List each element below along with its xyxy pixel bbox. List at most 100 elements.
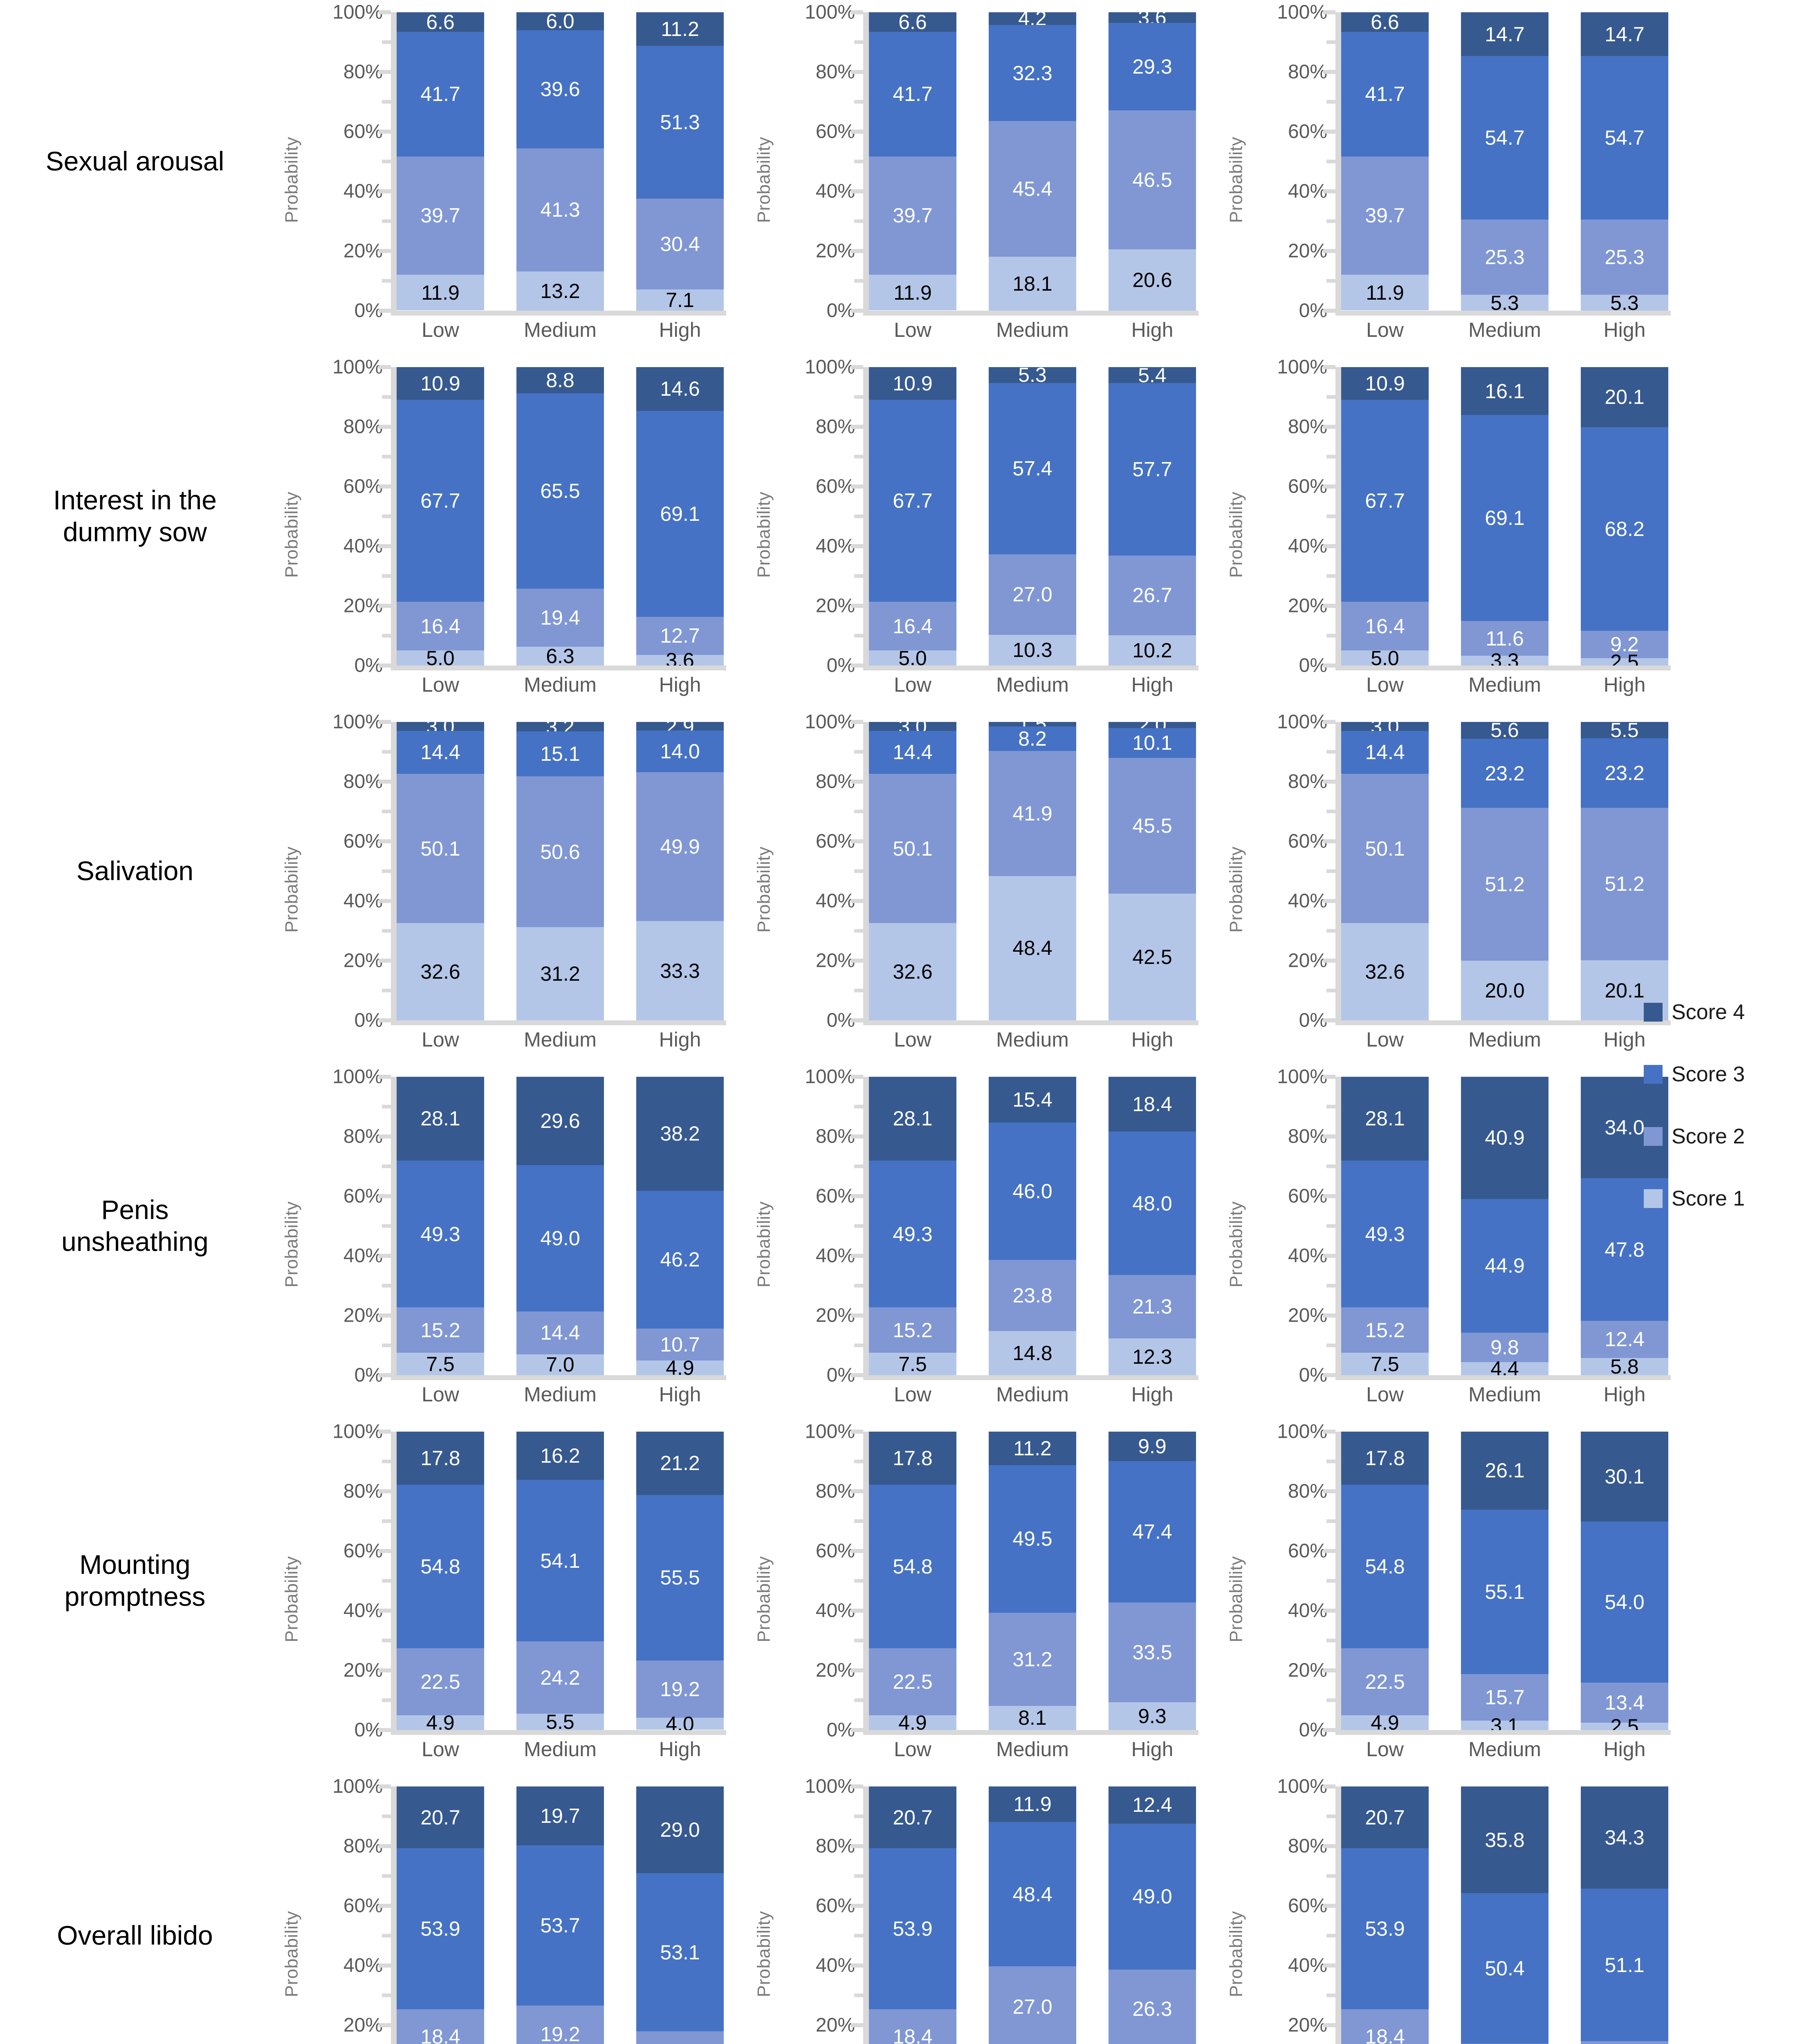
bar-segment[interactable]: 4.9 xyxy=(869,1712,956,1733)
bar-segment[interactable]: 48.0 xyxy=(1109,1132,1196,1275)
bar-segment[interactable]: 48.4 xyxy=(989,1822,1076,1967)
bar-segment[interactable]: 17.8 xyxy=(397,1432,484,1485)
bar-segment[interactable]: 22.5 xyxy=(869,1648,956,1716)
bar-segment[interactable]: 5.5 xyxy=(1581,720,1668,740)
bar-segment[interactable]: 19.7 xyxy=(516,1786,604,1845)
bar-segment[interactable]: 19.2 xyxy=(636,1660,724,1718)
stacked-bar[interactable]: 40.9 44.9 9.8 4.4 xyxy=(1461,1077,1548,1379)
bar-segment[interactable]: 16.4 xyxy=(869,601,956,651)
bar-segment[interactable]: 19.4 xyxy=(516,589,604,647)
bar-segment[interactable]: 25.3 xyxy=(1461,219,1548,295)
stacked-bar[interactable]: 10.9 67.7 16.4 5.0 xyxy=(1341,367,1429,668)
bar-segment[interactable]: 9.2 xyxy=(1581,630,1668,658)
bar-segment[interactable]: 4.2 xyxy=(989,8,1076,29)
bar-segment[interactable]: 53.1 xyxy=(636,1873,724,2032)
bar-segment[interactable]: 9.8 xyxy=(1461,1333,1548,1362)
stacked-bar[interactable]: 11.2 51.3 30.4 7.1 xyxy=(636,12,724,311)
stacked-bar[interactable]: 6.6 41.7 39.7 11.9 xyxy=(1341,12,1429,311)
stacked-bar[interactable]: 16.2 54.1 24.2 5.5 xyxy=(516,1432,604,1732)
legend-item[interactable]: Score 4 xyxy=(1644,981,1799,1043)
stacked-bar[interactable]: 15.4 46.0 23.8 14.8 xyxy=(989,1077,1076,1375)
bar-segment[interactable]: 33.3 xyxy=(636,921,724,1020)
bar-segment[interactable]: 15.4 xyxy=(989,1077,1076,1123)
bar-segment[interactable]: 10.3 xyxy=(989,634,1076,666)
bar-segment[interactable]: 57.4 xyxy=(989,383,1076,554)
bar-segment[interactable]: 39.7 xyxy=(1341,156,1429,275)
stacked-bar[interactable]: 29.053.113.34.6 xyxy=(636,1786,724,2044)
bar-segment[interactable]: 20.1 xyxy=(1581,367,1668,427)
bar-segment[interactable]: 42.5 xyxy=(1109,894,1196,1020)
bar-segment[interactable]: 48.4 xyxy=(989,876,1076,1020)
bar-segment[interactable]: 49.9 xyxy=(636,772,724,921)
stacked-bar[interactable]: 3.0 14.4 50.1 32.6 xyxy=(1341,716,1429,1020)
bar-segment[interactable]: 21.2 xyxy=(636,1432,724,1495)
bar-segment[interactable]: 23.8 xyxy=(989,1260,1076,1331)
bar-segment[interactable]: 23.2 xyxy=(1581,738,1668,808)
stacked-bar[interactable]: 4.2 32.3 45.4 18.1 xyxy=(989,8,1076,311)
bar-segment[interactable]: 12.7 xyxy=(636,617,724,655)
bar-segment[interactable]: 41.7 xyxy=(1341,32,1429,157)
bar-segment[interactable]: 51.2 xyxy=(1581,807,1668,961)
bar-segment[interactable]: 14.4 xyxy=(869,731,956,774)
bar-segment[interactable]: 15.2 xyxy=(1341,1307,1429,1353)
bar-segment[interactable]: 18.4 xyxy=(1109,1077,1196,1132)
stacked-bar[interactable]: 17.8 54.8 22.5 4.9 xyxy=(1341,1432,1429,1733)
bar-segment[interactable]: 10.9 xyxy=(397,367,484,400)
bar-segment[interactable]: 39.7 xyxy=(869,156,956,275)
bar-segment[interactable]: 28.1 xyxy=(1341,1077,1429,1161)
legend-item[interactable]: Score 3 xyxy=(1644,1043,1799,1105)
stacked-bar[interactable]: 28.1 49.3 15.2 7.5 xyxy=(869,1077,956,1375)
bar-segment[interactable]: 53.7 xyxy=(516,1845,604,2006)
bar-segment[interactable]: 41.3 xyxy=(516,148,604,271)
bar-segment[interactable]: 8.8 xyxy=(516,367,604,394)
bar-segment[interactable]: 26.3 xyxy=(1109,1970,1196,2044)
bar-segment[interactable]: 16.1 xyxy=(1461,367,1548,415)
stacked-bar[interactable]: 16.1 69.1 11.6 3.3 xyxy=(1461,367,1548,671)
bar-segment[interactable]: 20.7 xyxy=(397,1786,484,1849)
bar-segment[interactable]: 6.0 xyxy=(516,11,604,31)
bar-segment[interactable]: 24.2 xyxy=(516,1641,604,1714)
bar-segment[interactable]: 14.6 xyxy=(636,367,724,411)
stacked-bar[interactable]: 19.753.719.27.4 xyxy=(516,1786,604,2044)
stacked-bar[interactable]: 20.753.918.47.0 xyxy=(1341,1786,1429,2044)
stacked-bar[interactable]: 10.9 67.7 16.4 5.0 xyxy=(397,367,484,668)
bar-segment[interactable]: 12.3 xyxy=(1109,1338,1196,1375)
bar-segment[interactable]: 10.9 xyxy=(869,367,956,400)
bar-segment[interactable]: 46.0 xyxy=(989,1123,1076,1260)
bar-segment[interactable]: 51.1 xyxy=(1581,1889,1668,2042)
bar-segment[interactable]: 47.4 xyxy=(1109,1461,1196,1602)
legend-item[interactable]: Score 1 xyxy=(1644,1168,1799,1230)
bar-segment[interactable]: 53.9 xyxy=(1341,1848,1429,2009)
bar-segment[interactable]: 41.7 xyxy=(869,32,956,157)
bar-segment[interactable]: 5.0 xyxy=(869,648,956,668)
bar-segment[interactable]: 69.1 xyxy=(1461,415,1548,621)
bar-segment[interactable]: 3.2 xyxy=(516,717,604,737)
stacked-bar[interactable]: 5.6 23.2 51.2 20.0 xyxy=(1461,720,1548,1020)
bar-segment[interactable]: 10.2 xyxy=(1109,635,1196,666)
stacked-bar[interactable]: 20.1 68.2 9.2 2.5 xyxy=(1581,367,1668,672)
bar-segment[interactable]: 49.0 xyxy=(1109,1823,1196,1970)
bar-segment[interactable]: 54.8 xyxy=(869,1484,956,1648)
bar-segment[interactable]: 4.4 xyxy=(1461,1358,1548,1379)
bar-segment[interactable]: 39.7 xyxy=(397,156,484,275)
bar-segment[interactable]: 51.2 xyxy=(1461,808,1548,961)
bar-segment[interactable]: 32.6 xyxy=(1341,923,1429,1020)
bar-segment[interactable]: 20.7 xyxy=(869,1786,956,1849)
bar-segment[interactable]: 20.7 xyxy=(1341,1786,1429,1849)
bar-segment[interactable]: 54.8 xyxy=(397,1484,484,1648)
bar-segment[interactable]: 6.6 xyxy=(869,12,956,32)
bar-segment[interactable]: 50.4 xyxy=(1461,1893,1548,2044)
bar-segment[interactable]: 18.4 xyxy=(869,2009,956,2044)
bar-segment[interactable]: 53.9 xyxy=(869,1848,956,2009)
bar-segment[interactable]: 69.1 xyxy=(636,410,724,617)
bar-segment[interactable]: 5.4 xyxy=(1109,365,1196,385)
bar-segment[interactable]: 31.2 xyxy=(516,927,604,1021)
bar-segment[interactable]: 53.9 xyxy=(397,1848,484,2009)
bar-segment[interactable]: 4.9 xyxy=(1341,1712,1429,1733)
bar-segment[interactable]: 26.1 xyxy=(1461,1432,1548,1510)
legend-item[interactable]: Score 2 xyxy=(1644,1105,1799,1168)
bar-segment[interactable]: 30.4 xyxy=(636,199,724,290)
bar-segment[interactable]: 50.1 xyxy=(1341,773,1429,923)
stacked-bar[interactable]: 5.3 57.4 27.0 10.3 xyxy=(989,365,1076,666)
stacked-bar[interactable]: 6.0 39.6 41.3 13.2 xyxy=(516,11,604,311)
